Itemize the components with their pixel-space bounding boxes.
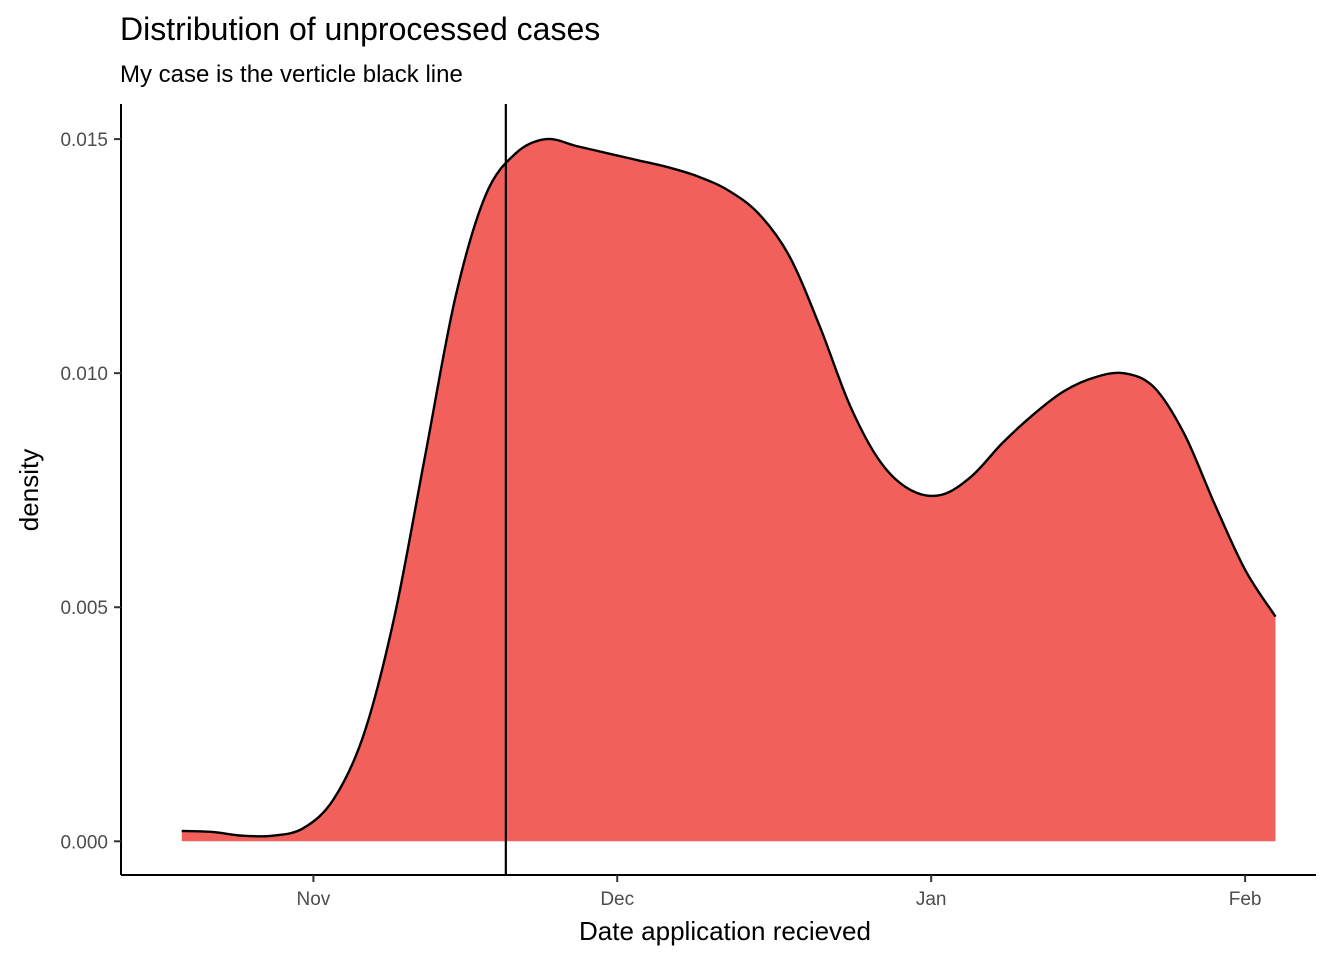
y-tick-label: 0.010 bbox=[60, 364, 108, 385]
x-tick-label: Nov bbox=[297, 889, 331, 910]
y-tick-label: 0.000 bbox=[60, 832, 108, 853]
plot-area bbox=[181, 104, 1277, 875]
y-tick-label: 0.005 bbox=[60, 598, 108, 619]
chart-subtitle: My case is the verticle black line bbox=[120, 61, 463, 88]
x-tick-label: Jan bbox=[916, 889, 947, 910]
x-tick-label: Dec bbox=[600, 889, 634, 910]
chart-title: Distribution of unprocessed cases bbox=[120, 11, 600, 47]
y-tick-label: 0.015 bbox=[60, 130, 108, 151]
density-line bbox=[181, 137, 1277, 838]
x-tick-label: Feb bbox=[1229, 889, 1262, 910]
x-axis-title: Date application recieved bbox=[579, 916, 871, 946]
density-area bbox=[181, 138, 1276, 842]
axes: 0.000 0.005 0.010 0.015 Nov Dec Jan Feb bbox=[60, 104, 1316, 910]
y-axis-title: density bbox=[14, 449, 44, 531]
